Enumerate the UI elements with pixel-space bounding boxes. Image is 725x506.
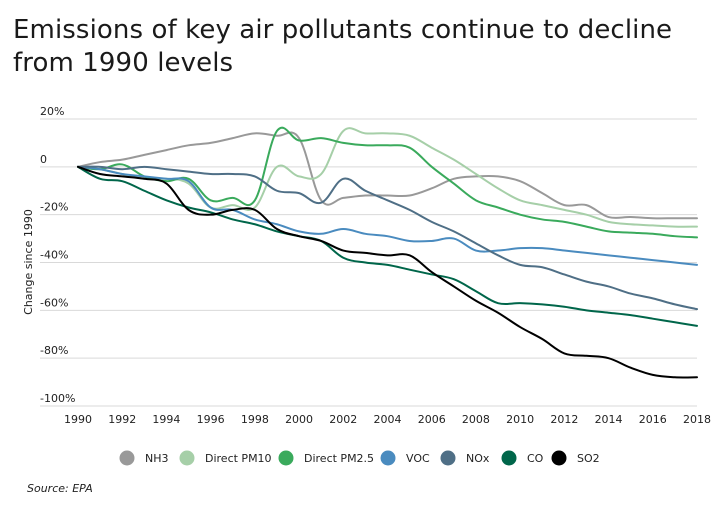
y-tick-label: -40%	[40, 249, 68, 262]
x-tick-label: 2008	[462, 413, 490, 426]
legend-label: SO2	[577, 452, 600, 465]
x-tick-label: 2006	[418, 413, 446, 426]
series-line-co	[77, 165, 698, 327]
legend-item-co: CO	[501, 450, 544, 466]
series-line-voc	[77, 165, 698, 266]
x-tick-labels: 1990 1992 1994 1996 1998 2000 2002 2004 2006 2008…	[64, 413, 711, 426]
x-tick-label: 1996	[197, 413, 225, 426]
y-tick-label: -100%	[40, 392, 75, 405]
y-tick-labels: 20% 0 -20% -40% -60% -80% -100%	[40, 105, 75, 405]
y-axis-label: Change since 1990	[22, 209, 35, 315]
x-tick-label: 2012	[550, 413, 578, 426]
y-tick-label: 20%	[40, 105, 64, 118]
x-tick-label: 2010	[506, 413, 534, 426]
y-tick-label: 0	[40, 153, 47, 166]
series-line-direct-pm2-5	[77, 126, 698, 239]
legend-label: VOC	[406, 452, 430, 465]
legend-swatch	[551, 450, 567, 466]
series-line-nh3	[77, 131, 698, 220]
legend-label: CO	[527, 452, 544, 465]
legend-item-so2: SO2	[551, 450, 600, 466]
legend-item-direct-pm2-5: Direct PM2.5	[278, 450, 374, 466]
series-line-nox	[77, 165, 698, 311]
legend-item-nh3: NH3	[119, 450, 169, 466]
y-tick-label: -60%	[40, 296, 68, 309]
x-tick-label: 2014	[595, 413, 623, 426]
x-tick-label: 2002	[329, 413, 357, 426]
x-tick-label: 1994	[152, 413, 180, 426]
legend: NH3 Direct PM10 Direct PM2.5 VOC NOx CO SO2	[119, 450, 600, 466]
legend-swatch	[380, 450, 396, 466]
x-tick-label: 1990	[64, 413, 92, 426]
y-tick-label: -80%	[40, 344, 68, 357]
x-tick-label: 2018	[683, 413, 711, 426]
series-line-direct-pm10	[77, 127, 698, 228]
series-line-so2	[77, 165, 698, 379]
x-tick-label: 1992	[108, 413, 136, 426]
legend-swatch	[440, 450, 456, 466]
legend-item-voc: VOC	[380, 450, 430, 466]
legend-swatch	[179, 450, 195, 466]
series-lines	[77, 126, 698, 379]
legend-label: Direct PM2.5	[304, 452, 374, 465]
x-tick-label: 2004	[374, 413, 402, 426]
legend-swatch	[278, 450, 294, 466]
x-tick-label: 2000	[285, 413, 313, 426]
chart-title: Emissions of key air pollutants continue…	[13, 15, 673, 78]
x-tick-label: 2016	[639, 413, 667, 426]
legend-label: Direct PM10	[205, 452, 272, 465]
legend-swatch	[119, 450, 135, 466]
line-chart: 20%0-20%-40%-60%-80%-100% 1990 1992 1994 19…	[22, 105, 711, 466]
legend-item-nox: NOx	[440, 450, 490, 466]
y-tick-label: -20%	[40, 201, 68, 214]
legend-label: NOx	[466, 452, 490, 465]
source-note: Source: EPA	[27, 482, 93, 495]
legend-swatch	[501, 450, 517, 466]
x-tick-label: 1998	[241, 413, 269, 426]
legend-item-direct-pm10: Direct PM10	[179, 450, 272, 466]
legend-label: NH3	[145, 452, 169, 465]
